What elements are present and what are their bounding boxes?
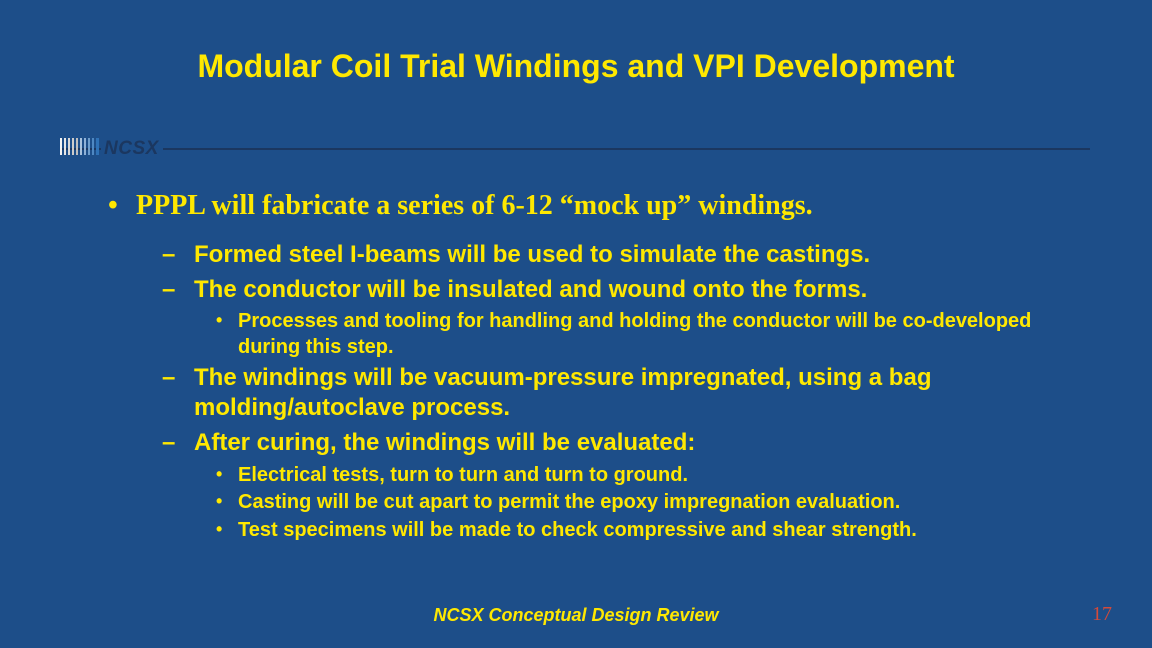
bullet-dot-icon: • xyxy=(216,463,226,489)
bullet-level1: • PPPL will fabricate a series of 6-12 “… xyxy=(108,190,1082,222)
dash-icon: – xyxy=(162,275,180,306)
dash-icon: – xyxy=(162,363,180,424)
slide: Modular Coil Trial Windings and VPI Deve… xyxy=(0,0,1152,648)
bullet-text: Formed steel I-beams will be used to sim… xyxy=(194,240,870,271)
bullet-level3: • Processes and tooling for handling and… xyxy=(216,309,1082,360)
bullet-dot-icon: • xyxy=(108,190,122,222)
page-number: 17 xyxy=(1092,603,1112,626)
bullet-level3: • Electrical tests, turn to turn and tur… xyxy=(216,463,1082,489)
bullet-level3: • Casting will be cut apart to permit th… xyxy=(216,490,1082,516)
bullet-text: The windings will be vacuum-pressure imp… xyxy=(194,363,1082,424)
bullet-text: Casting will be cut apart to permit the … xyxy=(238,490,900,516)
bullet-text: Test specimens will be made to check com… xyxy=(238,518,917,544)
bullet-text: Processes and tooling for handling and h… xyxy=(238,309,1082,360)
slide-footer: NCSX Conceptual Design Review xyxy=(0,605,1152,626)
bullet-text: PPPL will fabricate a series of 6-12 “mo… xyxy=(136,190,813,222)
ncsx-badge: NCSX xyxy=(60,140,163,157)
bullet-level2: – The conductor will be insulated and wo… xyxy=(162,275,1082,306)
title-divider-line xyxy=(60,148,1090,150)
bullet-text: Electrical tests, turn to turn and turn … xyxy=(238,463,688,489)
bullet-level2: – The windings will be vacuum-pressure i… xyxy=(162,363,1082,424)
bullet-dot-icon: • xyxy=(216,309,226,360)
bullet-level2: – Formed steel I-beams will be used to s… xyxy=(162,240,1082,271)
slide-title: Modular Coil Trial Windings and VPI Deve… xyxy=(0,48,1152,85)
dash-icon: – xyxy=(162,240,180,271)
bullet-text: After curing, the windings will be evalu… xyxy=(194,428,695,459)
bullet-level3: • Test specimens will be made to check c… xyxy=(216,518,1082,544)
bullet-level2: – After curing, the windings will be eva… xyxy=(162,428,1082,459)
bullet-dot-icon: • xyxy=(216,518,226,544)
dash-icon: – xyxy=(162,428,180,459)
slide-body: • PPPL will fabricate a series of 6-12 “… xyxy=(108,190,1082,546)
bullet-text: The conductor will be insulated and woun… xyxy=(194,275,867,306)
badge-stripes-icon xyxy=(60,138,101,160)
badge-text: NCSX xyxy=(101,140,163,157)
bullet-dot-icon: • xyxy=(216,490,226,516)
